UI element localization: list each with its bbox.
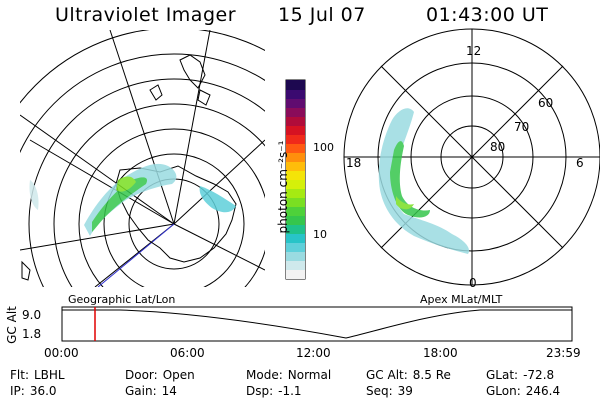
mlt-label-12: 12 (466, 44, 482, 58)
info-door: Door: Open (125, 368, 195, 382)
colorbar-swatch (286, 233, 305, 244)
mlat-label-60: 60 (538, 96, 554, 110)
colorbar-swatch (286, 143, 305, 153)
geographic-label: Geographic Lat/Lon (68, 293, 176, 306)
colorbar (286, 80, 305, 280)
colorbar-swatch (286, 206, 305, 217)
colorbar-swatch (286, 251, 305, 262)
time: 01:43:00 UT (426, 4, 549, 26)
info-gain: Gain: 14 (125, 384, 177, 398)
colorbar-swatch (286, 224, 305, 235)
info-mode: Mode: Normal (246, 368, 332, 382)
altitude-ytick-high: 9.0 (22, 308, 42, 322)
altitude-ylabel: GC Alt (5, 306, 19, 344)
mlt-label-18: 18 (346, 156, 362, 170)
info-glon: GLon: 246.4 (486, 384, 561, 398)
colorbar-swatch (286, 98, 305, 108)
altitude-xtick-2: 12:00 (296, 346, 331, 360)
mlt-label-0: 0 (469, 276, 477, 290)
title: Ultraviolet Imager (55, 4, 237, 26)
colorbar-swatch (286, 80, 305, 90)
colorbar-swatch (286, 116, 305, 126)
altitude-ytick-low: 1.8 (22, 327, 42, 341)
colorbar-swatch (286, 188, 305, 199)
colorbar-swatch (286, 170, 305, 180)
mlat-label-70: 70 (514, 120, 530, 134)
colorbar-swatch (286, 242, 305, 253)
mlat-label-80: 80 (490, 140, 506, 154)
info-flt: Flt: LBHL (10, 368, 65, 382)
colorbar-swatch (286, 260, 305, 271)
colorbar-swatch (286, 269, 305, 280)
altitude-xtick-3: 18:00 (423, 346, 458, 360)
apex-label: Apex MLat/MLT (420, 293, 503, 306)
altitude-xtick-0: 00:00 (44, 346, 79, 360)
colorbar-swatch (286, 179, 305, 190)
mlt-label-6: 6 (576, 156, 584, 170)
colorbar-swatch (286, 107, 305, 117)
colorbar-swatch (286, 152, 305, 162)
colorbar-swatch (286, 134, 305, 144)
altitude-xtick-4: 23:59 (546, 346, 581, 360)
info-glat: GLat: -72.8 (486, 368, 555, 382)
colorbar-tick-100: 100 (313, 141, 334, 154)
colorbar-unit-label: photon cm⁻²s⁻¹ (276, 140, 290, 234)
colorbar-swatch (286, 215, 305, 226)
altitude-xtick-1: 06:00 (170, 346, 205, 360)
colorbar-swatch (286, 125, 305, 135)
colorbar-swatch (286, 197, 305, 208)
info-seq: Seq: 39 (366, 384, 413, 398)
info-gc-alt: GC Alt: 8.5 Re (366, 368, 451, 382)
date: 15 Jul 07 (278, 4, 366, 26)
colorbar-swatch (286, 161, 305, 171)
info-ip: IP: 36.0 (10, 384, 57, 398)
colorbar-tick-10: 10 (313, 228, 327, 241)
colorbar-swatch (286, 89, 305, 99)
info-dsp: Dsp: -1.1 (246, 384, 302, 398)
